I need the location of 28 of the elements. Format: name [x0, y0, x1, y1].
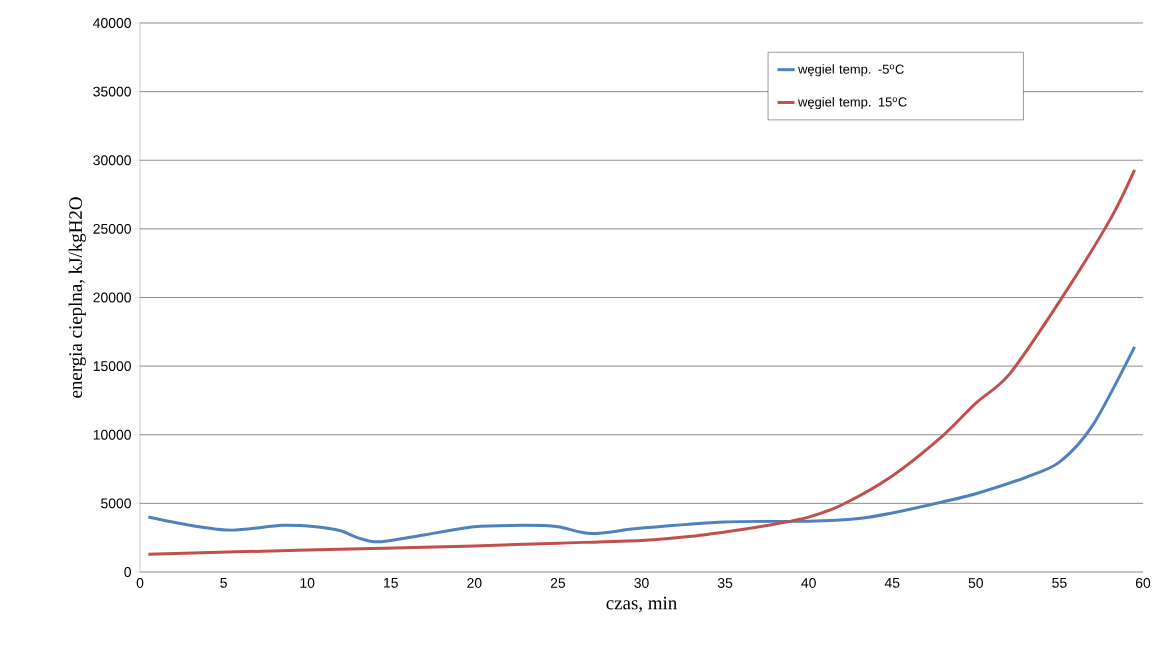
- legend-label: węgiel temp. -5$^{o}$C: [798, 64, 904, 77]
- x-tick-label: 40: [801, 577, 816, 588]
- x-tick-label: 35: [717, 577, 733, 588]
- x-tick-label: 20: [467, 577, 482, 588]
- x-axis-title: czas, min: [606, 596, 677, 613]
- x-tick-label: 30: [634, 577, 649, 588]
- y-tick-label: 25000: [93, 223, 131, 234]
- x-tick-label: 0: [136, 577, 144, 588]
- legend-label: węgiel temp. 15$^{o}$C: [798, 97, 907, 110]
- line-series: [146, 168, 1137, 556]
- y-tick-label: 0: [124, 567, 131, 577]
- y-tick-label: 20000: [93, 292, 131, 303]
- y-axis-title: energia cieplna, kJ/kgH2O: [68, 197, 86, 398]
- x-tick-label: 10: [300, 577, 315, 588]
- y-tick-label: 30000: [93, 155, 131, 166]
- x-tick-label: 60: [1135, 577, 1151, 588]
- x-tick-label: 25: [550, 577, 566, 588]
- x-tick-label: 15: [384, 578, 398, 588]
- x-tick-label: 5: [220, 578, 227, 588]
- y-tick-label: 35000: [93, 86, 131, 97]
- line-series: [146, 345, 1137, 544]
- x-tick-label: 50: [968, 577, 984, 588]
- y-tick-label: 40000: [93, 18, 131, 28]
- y-tick-label: 15000: [93, 361, 131, 372]
- x-tick-label: 45: [884, 578, 900, 588]
- y-tick-label: 5000: [101, 498, 131, 509]
- y-tick-label: 10000: [93, 429, 131, 440]
- x-tick-label: 55: [1052, 578, 1067, 588]
